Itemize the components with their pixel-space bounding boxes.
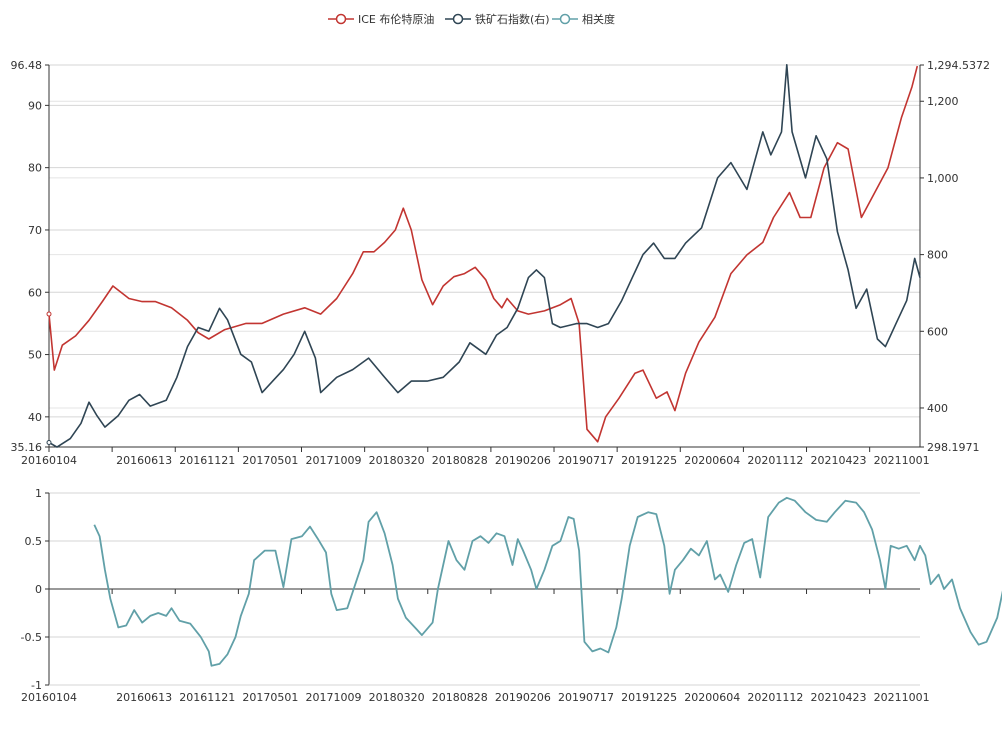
legend-item-correlation[interactable]: 相关度 (552, 10, 615, 28)
x-tick-label: 20180320 (369, 454, 425, 467)
y-tick-label: -1 (31, 679, 42, 692)
series-line-1 (48, 64, 921, 448)
legend-label: 铁矿石指数(右) (475, 13, 550, 26)
y-left-tick-label: 96.48 (11, 59, 43, 72)
x-tick-label: 20180828 (432, 691, 488, 704)
x-tick-label: 20160104 (21, 691, 77, 704)
y-tick-label: 0 (35, 583, 42, 596)
y-tick-label: 1 (35, 487, 42, 500)
x-tick-label: 20210423 (811, 691, 867, 704)
x-tick-label: 20210423 (811, 454, 867, 467)
x-tick-label: 20200604 (684, 454, 740, 467)
y-right-tick-label: 1,000 (927, 172, 959, 185)
y-left-tick-label: 80 (28, 162, 42, 175)
correlation-chart: -1 -0.5 0 0.5 1 20160104 20160613 20161121 20170… (21, 487, 1002, 704)
x-tick-label: 20211001 (874, 691, 930, 704)
x-tick-label: 20171009 (306, 691, 362, 704)
y-right-tick-label: 1,294.5372 (927, 59, 990, 72)
legend-label: ICE 布伦特原油 (358, 13, 435, 26)
x-tick-label: 20160613 (116, 454, 172, 467)
line-circle-icon (328, 13, 354, 25)
legend: ICE 布伦特原油 铁矿石指数(右) 相关度 (0, 10, 1002, 28)
x-tick-label: 20191225 (621, 454, 677, 467)
y-right-tick-label: 800 (927, 249, 948, 262)
y-left-tick-label: 60 (28, 286, 42, 299)
line-circle-icon (552, 13, 578, 25)
series-line-correlation (93, 496, 1002, 667)
series-line-0 (48, 65, 919, 443)
x-tick-label: 20180320 (369, 691, 425, 704)
x-tick-label: 20190717 (558, 691, 614, 704)
x-tick-label: 20171009 (306, 454, 362, 467)
y-left-tick-label: 70 (28, 224, 42, 237)
x-tick-label: 20161121 (179, 454, 235, 467)
x-tick-label: 20160613 (116, 691, 172, 704)
y-left-tick-label: 35.16 (11, 441, 43, 454)
y-tick-label: -0.5 (21, 631, 42, 644)
line-circle-icon (445, 13, 471, 25)
x-tick-label: 20170501 (242, 691, 298, 704)
x-tick-label: 20191225 (621, 691, 677, 704)
x-tick-label: 20161121 (179, 691, 235, 704)
legend-item-brent[interactable]: ICE 布伦特原油 (328, 10, 434, 28)
legend-item-iron-ore[interactable]: 铁矿石指数(右) (445, 10, 550, 28)
y-left-tick-label: 40 (28, 411, 42, 424)
x-tick-label: 20201112 (747, 454, 803, 467)
legend-label: 相关度 (582, 13, 615, 26)
data-point (46, 311, 52, 317)
data-point (46, 439, 52, 445)
x-tick-label: 20190717 (558, 454, 614, 467)
x-tick-label: 20160104 (21, 454, 77, 467)
y-right-tick-label: 400 (927, 402, 948, 415)
x-tick-label: 20180828 (432, 454, 488, 467)
price-chart: 35.16 40 50 60 70 80 90 96.48 298.1971 400 600 800 1… (11, 59, 990, 467)
x-tick-label: 20190206 (495, 454, 551, 467)
y-left-tick-label: 50 (28, 349, 42, 362)
x-tick-label: 20170501 (242, 454, 298, 467)
x-tick-label: 20201112 (747, 691, 803, 704)
y-tick-label: 0.5 (25, 535, 43, 548)
x-tick-label: 20211001 (874, 454, 930, 467)
y-right-tick-label: 600 (927, 325, 948, 338)
y-left-tick-label: 90 (28, 99, 42, 112)
x-tick-label: 20190206 (495, 691, 551, 704)
y-right-tick-label: 1,200 (927, 95, 959, 108)
y-right-tick-label: 298.1971 (927, 441, 980, 454)
x-tick-label: 20200604 (684, 691, 740, 704)
